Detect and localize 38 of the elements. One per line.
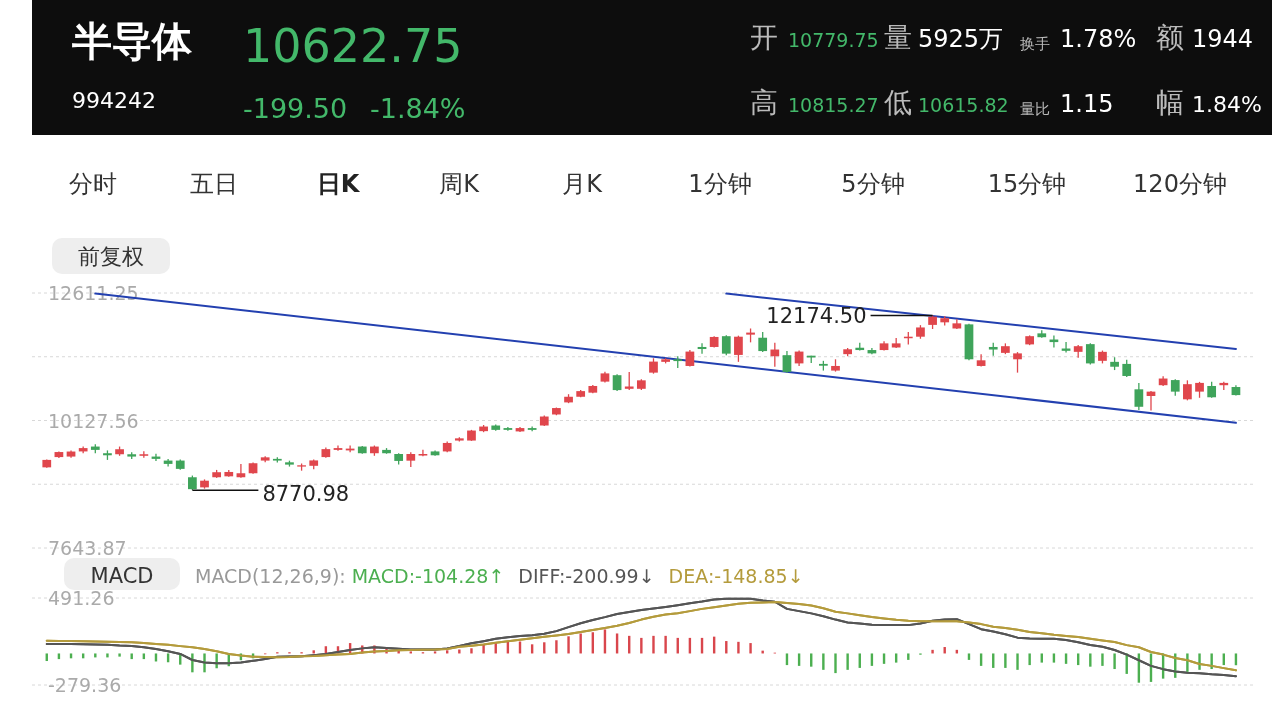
text: 额 bbox=[1156, 21, 1184, 54]
text: 120分钟 bbox=[1133, 170, 1227, 198]
text: 高 bbox=[750, 86, 778, 119]
text: 前复权 bbox=[78, 244, 144, 269]
text: 换手 bbox=[1020, 35, 1050, 53]
text: 开 bbox=[750, 21, 778, 54]
text: 994242 bbox=[72, 88, 156, 113]
annotation: 8770.98 bbox=[262, 482, 350, 507]
text: 10779.75 bbox=[788, 29, 879, 51]
text: 15分钟 bbox=[987, 170, 1067, 198]
text: 1.15 bbox=[1060, 90, 1114, 118]
text: 10622.75 bbox=[243, 19, 463, 73]
text: 1.78% bbox=[1060, 25, 1137, 53]
text: 1944 bbox=[1192, 25, 1254, 53]
series-label: DEA:-148.85↓ bbox=[668, 565, 804, 587]
text: 低 bbox=[884, 86, 912, 119]
text: 10815.27 bbox=[788, 94, 879, 116]
text: 量 bbox=[884, 21, 912, 54]
text: 周K bbox=[439, 170, 481, 198]
annotation: 12174.50 bbox=[766, 304, 867, 329]
text: MACD:-104.28↑ bbox=[351, 565, 505, 587]
text: 幅 bbox=[1156, 86, 1184, 119]
chart-title: 半导体 bbox=[71, 18, 193, 64]
text: 1分钟 bbox=[688, 170, 752, 198]
text: MACD bbox=[90, 564, 154, 588]
text: 5分钟 bbox=[841, 170, 905, 198]
text: 日K bbox=[316, 170, 361, 198]
text: 分时 bbox=[69, 170, 117, 198]
series-label: DIFF:-200.99↓ bbox=[518, 565, 655, 587]
text: 月K bbox=[562, 170, 604, 198]
text: 1.84% bbox=[1192, 92, 1262, 117]
text: -1.84% bbox=[370, 93, 466, 124]
text: 10615.82 bbox=[918, 94, 1009, 116]
text: 5925万 bbox=[918, 25, 1004, 53]
text: -199.50 bbox=[243, 93, 348, 124]
legend-title: MACD(12,26,9): bbox=[195, 565, 346, 587]
text: 五日 bbox=[190, 170, 238, 198]
text: 量比 bbox=[1020, 100, 1050, 118]
